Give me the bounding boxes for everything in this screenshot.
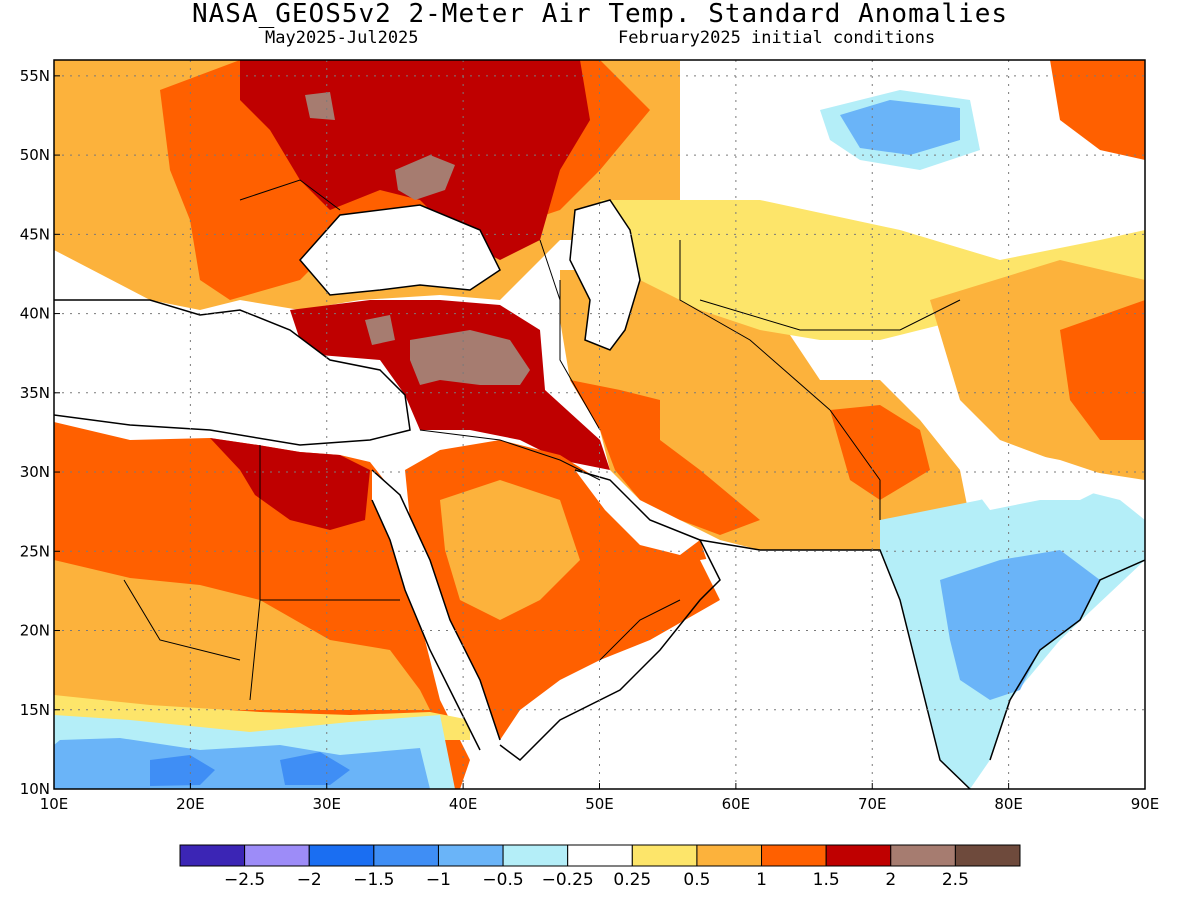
- lat-tick-label: 50N: [20, 146, 50, 164]
- lon-tick-label: 90E: [1131, 795, 1160, 813]
- lat-lon-grid: [54, 60, 1145, 789]
- colorbar-swatch: [244, 844, 310, 867]
- lat-tick-label: 15N: [20, 701, 50, 719]
- colorbar-swatch: [567, 844, 633, 867]
- lat-tick-label: 40N: [20, 305, 50, 323]
- colorbar-swatch: [954, 844, 1021, 867]
- russia-peak: [305, 92, 455, 200]
- lon-tick-label: 80E: [994, 795, 1023, 813]
- colorbar-label: −2.5: [224, 870, 265, 890]
- mediterranean-sea: [54, 300, 410, 445]
- initial-conditions: February2025 initial conditions: [618, 28, 936, 48]
- colorbar-label: −1.5: [353, 870, 394, 890]
- colorbar-swatch: [373, 844, 439, 867]
- country-borders: [123, 179, 961, 701]
- colorbar-swatch: [179, 844, 246, 867]
- colorbar-label: 1.5: [813, 870, 840, 890]
- forecast-period: May2025-Jul2025: [265, 28, 419, 48]
- arabia-mild: [440, 480, 580, 620]
- north-india-white: [960, 450, 1120, 510]
- colorbar-label: −0.25: [542, 870, 594, 890]
- lon-tick-label: 50E: [585, 795, 614, 813]
- egypt-hot: [210, 438, 370, 530]
- lat-tick-label: 25N: [20, 542, 50, 560]
- tibet-hot: [1060, 300, 1145, 440]
- sahel-deep-blue: [150, 752, 350, 786]
- lon-tick-label: 70E: [858, 795, 887, 813]
- turkey-hot: [290, 300, 610, 470]
- colorbar-swatch: [761, 844, 827, 867]
- black-sea: [300, 205, 500, 295]
- lat-tick-label: 55N: [20, 67, 50, 85]
- lat-tick-label: 30N: [20, 463, 50, 481]
- anomaly-field: [54, 60, 1145, 789]
- colorbar-label: −1: [426, 870, 451, 890]
- colorbar-swatch: [890, 844, 956, 867]
- coastlines: [54, 199, 1145, 789]
- lat-tick-label: 20N: [20, 622, 50, 640]
- red-sea: [372, 470, 500, 750]
- colorbar-swatch: [825, 844, 892, 867]
- lat-tick-label: 10N: [20, 780, 50, 798]
- colorbar-label: 2.5: [942, 870, 969, 890]
- iran-warm: [570, 380, 760, 535]
- colorbar-label: −0.5: [482, 870, 523, 890]
- colorbar-swatch: [631, 844, 698, 867]
- siberia-warm: [1050, 60, 1145, 160]
- colorbar-label: 2: [885, 870, 896, 890]
- axis-ticks: 10E 20E 30E 40E 50E 60E 70E 80E 90E 10N 15N 20N 25N 3…: [20, 67, 1160, 813]
- colorbar-swatch: [696, 844, 763, 867]
- persian-gulf: [575, 470, 700, 555]
- caspian-sea: [570, 200, 640, 350]
- levant-peak: [365, 315, 530, 385]
- colorbar-label: 0.5: [683, 870, 710, 890]
- lon-tick-label: 20E: [176, 795, 205, 813]
- kazakh-blue: [840, 100, 960, 155]
- colorbar-swatch: [308, 844, 375, 867]
- colorbar: −2.5 −2 −1.5 −1 −0.5 −0.25 0.25 0.5 1 1.5 2 2.5: [179, 844, 1021, 890]
- lon-tick-label: 40E: [449, 795, 478, 813]
- lat-tick-label: 45N: [20, 225, 50, 243]
- bay-of-bengal: [1000, 600, 1145, 789]
- sahara-band: [54, 560, 430, 710]
- lon-tick-label: 30E: [312, 795, 341, 813]
- colorbar-label: 0.25: [613, 870, 651, 890]
- india-blue: [940, 550, 1100, 700]
- lat-tick-label: 35N: [20, 384, 50, 402]
- colorbar-swatch: [437, 844, 504, 867]
- lon-tick-label: 10E: [40, 795, 69, 813]
- lon-tick-label: 60E: [722, 795, 751, 813]
- pakistan-warm: [830, 405, 930, 500]
- map-title: NASA_GEOS5v2 2-Meter Air Temp. Standard …: [191, 0, 1008, 29]
- colorbar-label: −2: [297, 870, 322, 890]
- colorbar-label: 1: [756, 870, 767, 890]
- arabian-sea: [500, 550, 960, 789]
- colorbar-swatch: [502, 844, 569, 867]
